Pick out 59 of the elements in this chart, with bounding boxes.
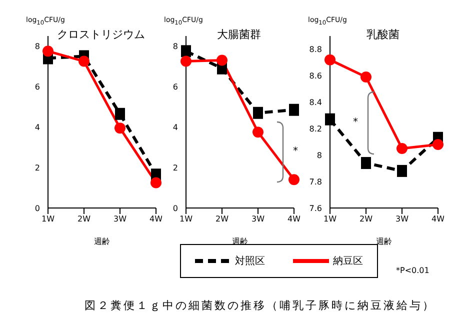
point bbox=[42, 46, 54, 57]
point bbox=[216, 54, 228, 66]
y-tick-label: 8.8 bbox=[309, 45, 322, 54]
point bbox=[289, 104, 299, 116]
point bbox=[325, 113, 335, 126]
point bbox=[360, 72, 372, 83]
x-tick-label: 3W bbox=[114, 214, 127, 224]
point bbox=[361, 157, 371, 170]
x-axis-title: 週齢 bbox=[376, 237, 392, 246]
point bbox=[432, 138, 444, 150]
point bbox=[115, 108, 125, 120]
annotation: * bbox=[353, 117, 358, 128]
point bbox=[288, 174, 300, 186]
point bbox=[114, 122, 126, 134]
x-tick-label: 4W bbox=[288, 214, 301, 224]
x-tick-label: 2W bbox=[216, 214, 229, 224]
y-tick-label: 6 bbox=[172, 82, 178, 92]
y-tick-label: 7.6 bbox=[309, 204, 322, 213]
y-tick-label: 8.2 bbox=[309, 124, 322, 134]
y-tick-label: 8.4 bbox=[309, 98, 322, 107]
y-tick-label: 2 bbox=[34, 163, 40, 172]
x-axis-title: 週齢 bbox=[94, 237, 110, 246]
annotation: * bbox=[293, 146, 298, 157]
point bbox=[397, 164, 407, 177]
y-tick-label: 4 bbox=[172, 122, 178, 132]
point bbox=[180, 56, 192, 67]
y-tick-label: 7.8 bbox=[309, 177, 322, 186]
point bbox=[396, 142, 408, 154]
x-tick-label: 4W bbox=[432, 214, 445, 224]
text: *P<0.01 bbox=[396, 266, 430, 275]
caption: 図２糞便１ｇ中の細菌数の推移（哺乳子豚時に納豆液給与） bbox=[84, 298, 436, 313]
chart-title: 大腸菌群 bbox=[216, 27, 262, 42]
y-tick-label: 2 bbox=[172, 163, 178, 172]
chart-title: 乳酸菌 bbox=[366, 27, 400, 42]
y-tick-label: 8 bbox=[34, 42, 40, 51]
y-tick-label: 8.6 bbox=[309, 72, 322, 81]
point bbox=[150, 177, 162, 188]
x-tick-label: 3W bbox=[252, 214, 265, 224]
x-tick-label: 1W bbox=[180, 214, 193, 224]
x-tick-label: 1W bbox=[324, 214, 337, 224]
y-tick-label: 8 bbox=[316, 150, 322, 160]
point bbox=[324, 54, 336, 66]
y-tick-label: 4 bbox=[34, 122, 40, 132]
point bbox=[252, 126, 264, 138]
x-tick-label: 2W bbox=[360, 214, 373, 224]
y-tick-label: 0 bbox=[34, 204, 40, 213]
x-tick-label: 4W bbox=[150, 214, 163, 224]
legend-label: 納豆区 bbox=[332, 255, 363, 268]
y-tick-label: 6 bbox=[34, 82, 40, 92]
x-tick-label: 2W bbox=[78, 214, 91, 224]
point bbox=[78, 56, 90, 67]
chart-title: クロストリジウム bbox=[56, 27, 146, 42]
x-tick-label: 1W bbox=[42, 214, 55, 224]
y-tick-label: 0 bbox=[172, 204, 178, 213]
x-tick-label: 3W bbox=[396, 214, 409, 224]
legend-label: 対照区 bbox=[234, 254, 265, 268]
point bbox=[253, 106, 263, 119]
point bbox=[181, 45, 191, 58]
y-tick-label: 8 bbox=[172, 42, 178, 51]
